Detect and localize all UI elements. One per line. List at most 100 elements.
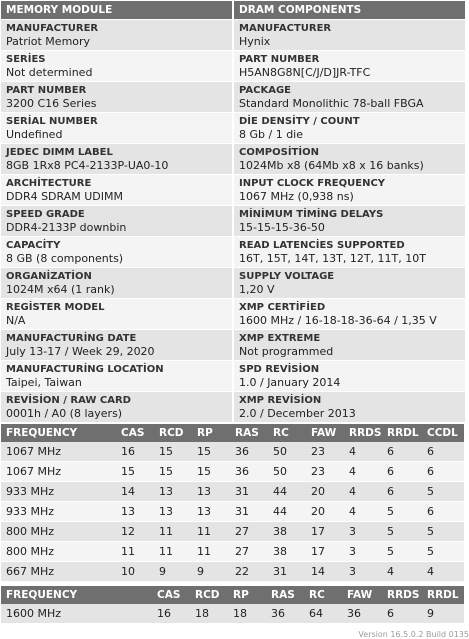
table-cell: 6 xyxy=(384,481,424,502)
property-label: MANUFACTURİNG DATE xyxy=(6,333,137,344)
table-cell: 13 xyxy=(194,481,232,502)
property-label: ARCHİTECTURE xyxy=(6,178,92,189)
table-cell: 800 MHz xyxy=(1,541,118,562)
property-value: Not determined xyxy=(6,66,93,79)
property-label: MANUFACTURER xyxy=(239,23,332,34)
table-cell: 9 xyxy=(424,604,464,624)
column-header: RRDS xyxy=(384,586,424,604)
table-cell: 36 xyxy=(268,604,306,624)
property-cell: MANUFACTURİNG LOCATİON Taipei, Taiwan xyxy=(1,361,232,392)
memory-module-header: MEMORY MODULE xyxy=(6,4,113,16)
column-header: RAS xyxy=(232,424,270,442)
column-header: RP xyxy=(230,586,268,604)
column-header: RRDL xyxy=(384,424,424,442)
property-label: PART NUMBER xyxy=(6,85,87,96)
table-cell: 17 xyxy=(308,541,346,562)
memory-module-column: MANUFACTURER Patriot Memory SERİES Not dete… xyxy=(1,20,232,423)
property-value: N/A xyxy=(6,314,26,327)
column-header: RC xyxy=(306,586,344,604)
table-cell: 14 xyxy=(118,481,156,502)
table-cell: 3 xyxy=(346,561,384,582)
property-label: PACKAGE xyxy=(239,85,292,96)
table-cell: 4 xyxy=(346,501,384,522)
table-cell: 5 xyxy=(384,501,424,522)
table-cell: 11 xyxy=(194,541,232,562)
column-header: RCD xyxy=(192,586,230,604)
table-cell: 4 xyxy=(384,561,424,582)
property-value: Taipei, Taiwan xyxy=(6,376,82,389)
xmp-header-row: FREQUENCY CAS RCD RP RAS RC FAW RRDS RRDL xyxy=(1,586,464,604)
property-cell: PART NUMBER H5AN8G8N[C/J/D]JR-TFC xyxy=(234,51,465,82)
table-cell: 6 xyxy=(384,442,424,462)
column-header: CAS xyxy=(118,424,156,442)
property-value: DDR4-2133P downbin xyxy=(6,221,127,234)
table-cell: 23 xyxy=(308,461,346,482)
table-cell: 31 xyxy=(232,481,270,502)
column-header: RCD xyxy=(156,424,194,442)
column-header: FREQUENCY xyxy=(1,586,154,604)
property-cell: MANUFACTURİNG DATE July 13-17 / Week 29, … xyxy=(1,330,232,361)
table-cell: 4 xyxy=(346,461,384,482)
property-cell: COMPOSİTİON 1024Mb x8 (64Mb x8 x 16 banks… xyxy=(234,144,465,175)
property-cell: MİNİMUM TİMİNG DELAYS 15-15-15-36-50 xyxy=(234,206,465,237)
table-cell: 44 xyxy=(270,481,308,502)
property-label: SPEED GRADE xyxy=(6,209,85,220)
property-cell: PART NUMBER 3200 C16 Series xyxy=(1,82,232,113)
table-cell: 36 xyxy=(344,604,384,624)
property-cell: MANUFACTURER Patriot Memory xyxy=(1,20,232,51)
column-header: CCDL xyxy=(424,424,464,442)
table-row: 933 MHz 14 13 13 31 44 20 4 6 5 xyxy=(1,481,464,502)
property-cell: READ LATENCİES SUPPORTED 16T, 15T, 14T, 1… xyxy=(234,237,465,268)
table-cell: 5 xyxy=(424,481,464,502)
table-cell: 13 xyxy=(118,501,156,522)
table-cell: 13 xyxy=(156,501,194,522)
table-cell: 5 xyxy=(424,541,464,562)
property-cell: SERİAL NUMBER Undefined xyxy=(1,113,232,144)
table-cell: 50 xyxy=(270,461,308,482)
xmp-table: FREQUENCY CAS RCD RP RAS RC FAW RRDS RRDL 1600 M… xyxy=(1,586,464,624)
table-cell: 3 xyxy=(346,521,384,542)
property-cell: REVİSİON / RAW CARD 0001h / A0 (8 layers) xyxy=(1,392,232,423)
table-cell: 22 xyxy=(232,561,270,582)
table-cell: 10 xyxy=(118,561,156,582)
table-cell: 800 MHz xyxy=(1,521,118,542)
property-value: 2.0 / December 2013 xyxy=(239,407,356,420)
table-cell: 4 xyxy=(424,561,464,582)
table-cell: 933 MHz xyxy=(1,501,118,522)
table-cell: 16 xyxy=(154,604,192,624)
table-cell: 12 xyxy=(118,521,156,542)
column-header: RRDS xyxy=(346,424,384,442)
column-header: CAS xyxy=(154,586,192,604)
table-row: 800 MHz 12 11 11 27 38 17 3 5 5 xyxy=(1,521,464,542)
property-value: 15-15-15-36-50 xyxy=(239,221,325,234)
table-cell: 13 xyxy=(194,501,232,522)
table-cell: 1067 MHz xyxy=(1,442,118,462)
table-cell: 11 xyxy=(118,541,156,562)
table-cell: 13 xyxy=(156,481,194,502)
table-cell: 5 xyxy=(384,541,424,562)
table-cell: 15 xyxy=(156,461,194,482)
table-cell: 18 xyxy=(192,604,230,624)
table-cell: 14 xyxy=(308,561,346,582)
table-cell: 31 xyxy=(270,561,308,582)
property-label: JEDEC DIMM LABEL xyxy=(6,147,113,158)
table-cell: 27 xyxy=(232,541,270,562)
table-cell: 11 xyxy=(194,521,232,542)
property-label: MANUFACTURER xyxy=(6,23,99,34)
table-cell: 3 xyxy=(346,541,384,562)
table-cell: 6 xyxy=(384,461,424,482)
property-cell: XMP CERTİFİED 1600 MHz / 16-18-18-36-64 /… xyxy=(234,299,465,330)
table-cell: 20 xyxy=(308,481,346,502)
property-value: 16T, 15T, 14T, 13T, 12T, 11T, 10T xyxy=(239,252,426,265)
column-header: RC xyxy=(270,424,308,442)
table-cell: 23 xyxy=(308,442,346,462)
property-label: CAPACİTY xyxy=(6,240,61,251)
table-cell: 15 xyxy=(194,461,232,482)
table-row: 933 MHz 13 13 13 31 44 20 4 5 6 xyxy=(1,501,464,522)
property-label: ORGANİZATİON xyxy=(6,271,92,282)
table-cell: 18 xyxy=(230,604,268,624)
table-cell: 27 xyxy=(232,521,270,542)
table-cell: 6 xyxy=(424,501,464,522)
table-cell: 6 xyxy=(424,461,464,482)
table-cell: 17 xyxy=(308,521,346,542)
